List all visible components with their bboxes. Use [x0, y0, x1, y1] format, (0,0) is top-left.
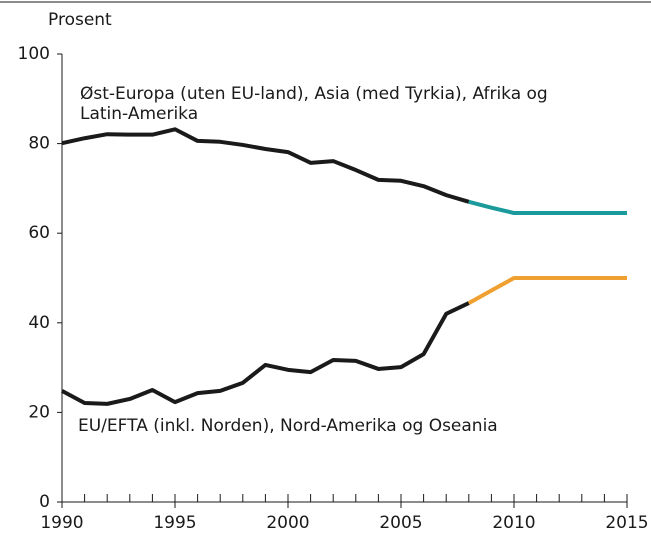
y-tick-label: 100: [18, 44, 50, 64]
y-tick-label: 0: [39, 492, 50, 512]
x-tick-label: 1995: [153, 513, 196, 533]
y-tick-label: 80: [28, 134, 50, 154]
data-line: [467, 276, 627, 305]
annotation: Øst-Europa (uten EU-land), Asia (med Tyr…: [80, 84, 548, 104]
data-line: [61, 127, 470, 204]
x-tick-label: 2015: [605, 513, 648, 533]
y-tick-label: 20: [28, 402, 50, 422]
x-tick-label: 2010: [492, 513, 535, 533]
x-tick-label: 1990: [40, 513, 83, 533]
y-tick-label: 60: [28, 223, 50, 243]
annotation: EU/EFTA (inkl. Norden), Nord-Amerika og …: [78, 416, 498, 436]
y-tick-label: 40: [28, 313, 50, 333]
x-tick-label: 2005: [379, 513, 422, 533]
y-axis-label: Prosent: [48, 10, 112, 30]
data-line: [468, 199, 627, 216]
annotation: Latin-Amerika: [80, 104, 198, 124]
x-tick-label: 2000: [266, 513, 309, 533]
data-line: [61, 301, 470, 406]
